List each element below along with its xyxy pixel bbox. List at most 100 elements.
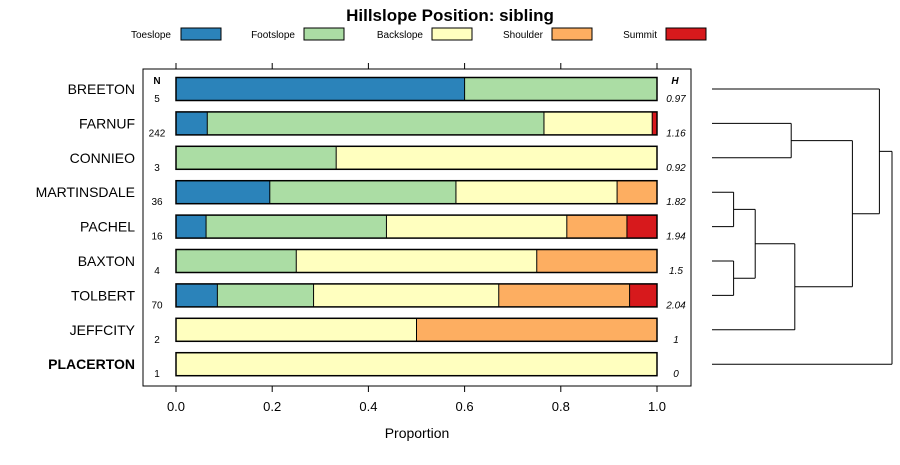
x-axis-label: Proportion xyxy=(385,425,450,441)
bar-outline xyxy=(175,145,658,171)
category-label: TOLBERT xyxy=(71,287,136,303)
legend-label-footslope: Footslope xyxy=(251,30,295,41)
bar-segment-toeslope xyxy=(176,180,270,204)
bar-segment-backslope xyxy=(386,215,567,239)
row-breeton: BREETON 5 0.97 xyxy=(68,76,686,105)
bar-segment-shoulder xyxy=(566,215,627,239)
bar-outline xyxy=(175,111,658,136)
bar-segment-backslope xyxy=(313,283,499,307)
bar-segment-footslope xyxy=(176,249,297,273)
h-value: 0.92 xyxy=(666,163,686,174)
legend-label-toeslope: Toeslope xyxy=(131,30,171,41)
bar-outline xyxy=(175,283,658,308)
h-value: 1.16 xyxy=(666,128,686,139)
bar-segment-toeslope xyxy=(176,111,208,135)
h-header: H xyxy=(671,76,679,87)
category-label: JEFFCITY xyxy=(70,322,136,338)
bar-outline xyxy=(175,248,658,274)
bar-segment-backslope xyxy=(176,318,417,342)
category-label: PACHEL xyxy=(80,219,135,235)
x-tick-label: 0.0 xyxy=(167,399,185,414)
bar-segment-shoulder xyxy=(617,180,657,204)
legend-label-shoulder: Shoulder xyxy=(503,30,544,41)
bar-segment-toeslope xyxy=(176,215,207,239)
n-value: 36 xyxy=(151,197,163,208)
legend-swatch-summit xyxy=(665,27,707,41)
row-connieo: CONNIEO 3 0.92 xyxy=(70,145,686,174)
category-label: CONNIEO xyxy=(70,150,135,166)
n-value: 4 xyxy=(154,266,160,277)
row-pachel: PACHEL 16 1.94 xyxy=(80,214,686,243)
h-value: 1 xyxy=(673,335,679,346)
row-placerton: PLACERTON 1 0 xyxy=(48,351,679,380)
n-value: 2 xyxy=(154,335,160,346)
bar-outline xyxy=(175,317,658,343)
bar-segment-shoulder xyxy=(416,318,657,342)
legend-label-summit: Summit xyxy=(623,30,657,41)
category-label: BAXTON xyxy=(78,253,135,269)
row-martinsdale: MARTINSDALE 36 1.82 xyxy=(36,179,686,208)
x-tick-label: 0.6 xyxy=(456,399,474,414)
n-value: 16 xyxy=(151,232,163,243)
bar-segment-shoulder xyxy=(498,283,630,307)
plot-panel xyxy=(142,68,692,387)
bar-outline xyxy=(175,76,658,102)
n-value: 5 xyxy=(154,94,160,105)
bar-outline xyxy=(175,214,658,239)
bar-segment-summit xyxy=(629,283,657,307)
bar-segment-toeslope xyxy=(176,283,218,307)
bar-segment-footslope xyxy=(206,215,387,239)
n-value: 242 xyxy=(149,128,166,139)
h-value: 1.82 xyxy=(666,197,686,208)
legend-swatch-shoulder xyxy=(551,27,593,41)
n-value: 70 xyxy=(151,300,163,311)
category-label: BREETON xyxy=(68,81,135,97)
x-tick-label: 1.0 xyxy=(648,399,666,414)
bar-segment-toeslope xyxy=(176,77,465,101)
x-tick-label: 0.4 xyxy=(359,399,377,414)
bar-outline xyxy=(175,179,658,205)
bar-outline xyxy=(175,351,658,377)
n-header: N xyxy=(153,76,160,87)
dendrogram xyxy=(712,88,893,365)
bar-segment-backslope xyxy=(455,180,618,204)
legend-label-backslope: Backslope xyxy=(377,30,424,41)
category-label: MARTINSDALE xyxy=(36,184,135,200)
row-jeffcity: JEFFCITY 2 1 xyxy=(70,317,679,346)
h-value: 2.04 xyxy=(665,300,686,311)
legend-swatch-footslope xyxy=(303,27,345,41)
bar-segment-backslope xyxy=(296,249,537,273)
legend-swatch-backslope xyxy=(431,27,473,41)
legend-swatch-toeslope xyxy=(180,27,222,41)
x-tick-label: 0.8 xyxy=(552,399,570,414)
h-value: 1.5 xyxy=(669,266,683,277)
bar-segment-shoulder xyxy=(536,249,657,273)
row-baxton: BAXTON 4 1.5 xyxy=(78,248,683,277)
bar-segment-footslope xyxy=(217,283,314,307)
row-tolbert: TOLBERT 70 2.04 xyxy=(71,283,686,311)
bar-segment-footslope xyxy=(464,77,657,101)
h-value: 0 xyxy=(673,369,679,380)
h-value: 0.97 xyxy=(666,94,686,105)
bar-segment-footslope xyxy=(269,180,456,204)
n-value: 3 xyxy=(154,163,160,174)
bar-segment-summit xyxy=(626,215,657,239)
category-label: FARNUF xyxy=(79,115,135,131)
chart-title: Hillslope Position: sibling xyxy=(346,6,554,25)
row-farnuf: FARNUF 242 1.16 xyxy=(79,111,686,139)
h-value: 1.94 xyxy=(666,232,686,243)
x-tick-label: 0.2 xyxy=(263,399,281,414)
bar-segment-backslope xyxy=(176,352,657,376)
legend: Toeslope Footslope Backslope Shoulder Summit xyxy=(131,27,707,41)
n-value: 1 xyxy=(154,369,160,380)
bar-segment-backslope xyxy=(336,146,657,170)
bar-segment-footslope xyxy=(176,146,337,170)
bar-segment-footslope xyxy=(207,111,544,135)
x-axis: 0.0 0.2 0.4 0.6 0.8 1.0 xyxy=(167,63,666,414)
bar-rows: BREETON 5 0.97 FARNUF 242 1.16 CONNIEO 3 0.92 MAR… xyxy=(36,76,686,380)
bar-segment-summit xyxy=(652,111,657,135)
category-label: PLACERTON xyxy=(48,356,135,372)
bar-segment-backslope xyxy=(543,111,653,135)
